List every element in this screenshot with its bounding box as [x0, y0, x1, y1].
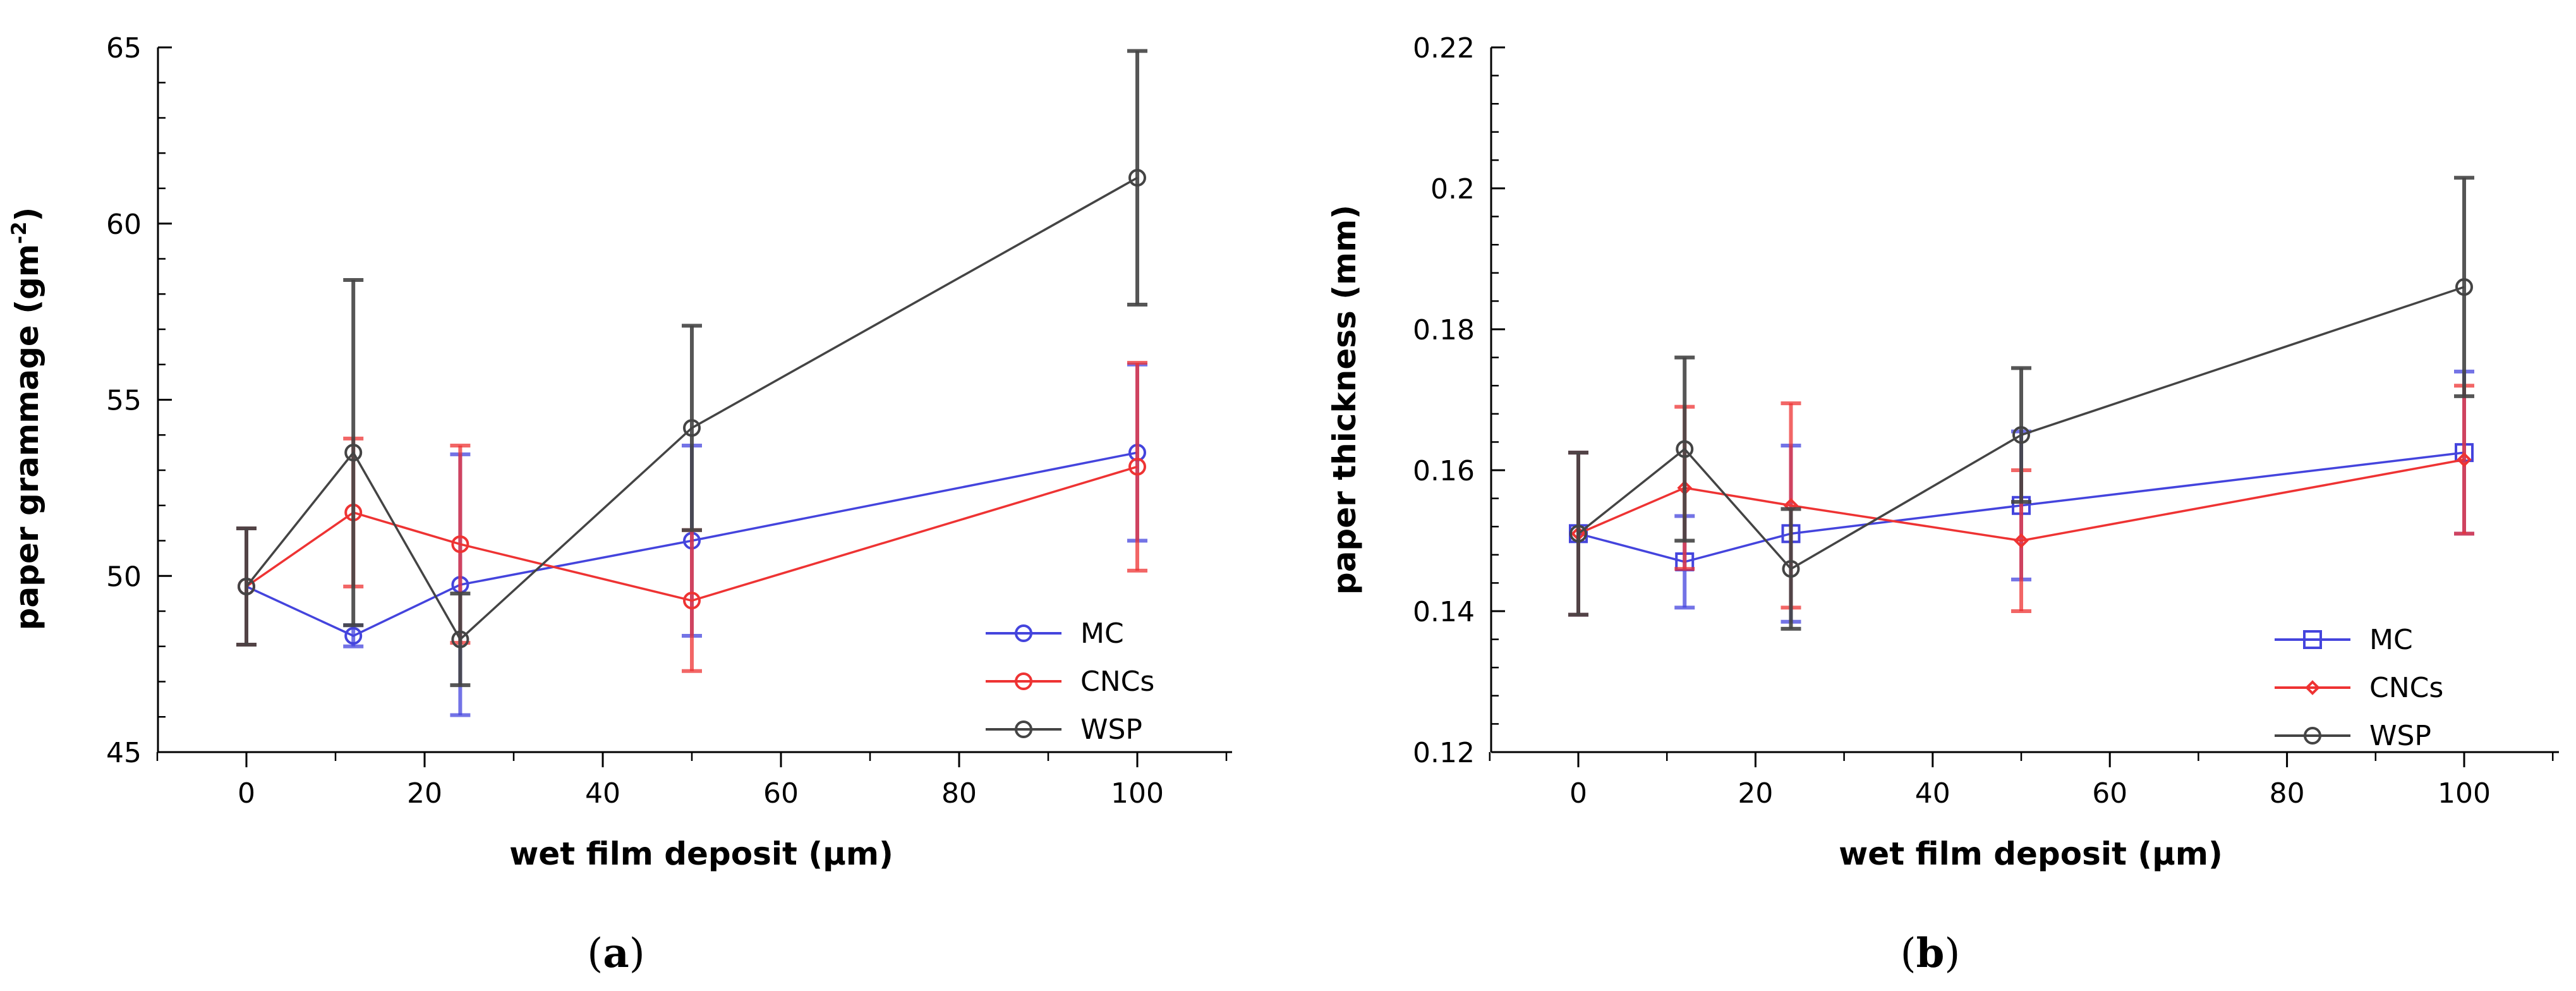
- y-tick-label: 50: [106, 561, 142, 593]
- legend-label-wsp: WSP: [1080, 714, 1142, 746]
- caption-b-open: (: [1901, 930, 1916, 977]
- legend-marker-wsp: [1015, 720, 1032, 738]
- y-tick-label: 45: [106, 737, 142, 769]
- x-tick-label: 20: [1738, 777, 1773, 810]
- data-point-wsp: [238, 577, 255, 595]
- y-tick-label: 0.16: [1413, 455, 1475, 487]
- legend-marker-wsp: [2304, 727, 2321, 745]
- y-tick-label: 60: [106, 209, 142, 241]
- legend-marker-cncs: [1015, 672, 1032, 690]
- data-point-cncs: [451, 535, 469, 554]
- data-point-wsp: [1569, 525, 1587, 543]
- legend-marker-mc: [2303, 630, 2322, 649]
- series-wsp: [1568, 176, 2474, 631]
- data-point-cncs: [683, 592, 701, 610]
- series-line-wsp: [1577, 286, 2465, 571]
- y-tick-label: 55: [106, 385, 142, 417]
- x-tick-label: 100: [2438, 777, 2491, 810]
- y-axis-title: paper thickness (mm): [1326, 205, 1363, 595]
- caption-a-close: ): [629, 930, 645, 977]
- x-axis-title: wet film deposit (µm): [1839, 836, 2223, 872]
- x-tick-label: 0: [238, 777, 255, 810]
- series-line-wsp: [245, 176, 1138, 641]
- x-tick-label: 40: [585, 777, 620, 810]
- y-axis-title: paper grammage (gm-2): [7, 207, 45, 631]
- y-tick-label: 65: [106, 32, 142, 64]
- series-line-cncs: [1578, 458, 2465, 542]
- data-point-wsp: [1676, 440, 1694, 458]
- legend-label-wsp: WSP: [2369, 720, 2431, 752]
- x-tick-label: 60: [2092, 777, 2127, 810]
- data-point-wsp: [1782, 560, 1800, 578]
- x-tick-label: 20: [407, 777, 442, 810]
- data-point-wsp: [2012, 426, 2030, 444]
- data-point-wsp: [2455, 278, 2473, 296]
- x-tick-label: 80: [2270, 777, 2305, 810]
- data-point-wsp: [683, 419, 701, 437]
- legend-marker-mc: [1015, 624, 1032, 642]
- y-tick-label: 0.12: [1413, 737, 1475, 769]
- caption-b-letter: b: [1916, 930, 1945, 977]
- x-tick-label: 80: [941, 777, 977, 810]
- x-tick-label: 40: [1915, 777, 1950, 810]
- y-tick-label: 0.14: [1413, 596, 1475, 628]
- legend-label-cncs: CNCs: [1080, 666, 1154, 698]
- x-tick-label: 0: [1569, 777, 1587, 810]
- y-axis-title-superscript: -2: [7, 222, 31, 245]
- data-point-cncs: [1128, 458, 1146, 476]
- x-tick-label: 100: [1111, 777, 1164, 810]
- series-line-cncs: [246, 465, 1138, 602]
- series-wsp: [236, 49, 1147, 688]
- y-tick-label: 0.18: [1413, 314, 1475, 346]
- legend-label-cncs: CNCs: [2369, 672, 2443, 704]
- data-point-cncs: [2014, 533, 2029, 549]
- y-tick-label: 0.22: [1413, 32, 1475, 64]
- caption-b: (b): [1901, 930, 1961, 977]
- data-point-wsp: [344, 444, 363, 462]
- legend: MC CNCs WSP: [2275, 624, 2443, 752]
- data-point-wsp: [451, 630, 469, 648]
- caption-b-close: ): [1944, 930, 1960, 977]
- data-point-cncs: [2457, 452, 2472, 468]
- caption-a-letter: a: [603, 930, 629, 977]
- x-tick-label: 60: [763, 777, 799, 810]
- legend-marker-cncs: [2305, 680, 2320, 695]
- y-axis-title-end: ): [9, 207, 45, 222]
- x-axis-title: wet film deposit (µm): [509, 836, 893, 872]
- data-point-mc: [344, 627, 363, 645]
- caption-a-open: (: [587, 930, 603, 977]
- legend: MC CNCs WSP: [986, 617, 1154, 746]
- y-axis-title-main: paper thickness (mm): [1326, 205, 1363, 595]
- y-axis-title-main: paper grammage (gm: [9, 244, 45, 630]
- y-tick-label: 0.2: [1430, 173, 1475, 205]
- chart-panel-a: 45 50 55 60 65 0 20 40 60 80 100 wet film deposit (…: [7, 32, 1232, 872]
- caption-a: (a): [587, 930, 644, 977]
- legend-label-mc: MC: [1080, 617, 1124, 650]
- legend-label-mc: MC: [2369, 624, 2413, 656]
- data-point-wsp: [1128, 169, 1146, 187]
- chart-panel-b: 0.12 0.14 0.16 0.18 0.2 0.22 0 20 40 60 80 100 wet f…: [1326, 32, 2559, 872]
